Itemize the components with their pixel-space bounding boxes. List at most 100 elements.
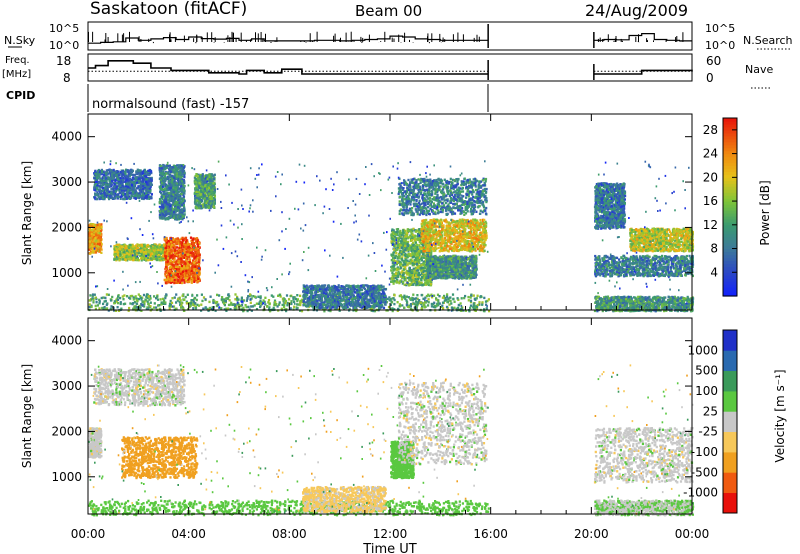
heatmap-cell-r6 (409, 303, 413, 306)
freq-ytick-bottom: 8 (63, 71, 71, 85)
heatmap-cell-r2 (193, 276, 196, 280)
heatmap-cell-r3 (149, 191, 152, 194)
heatmap-cell-r1 (136, 254, 139, 257)
heatmap-cell-r2 (181, 278, 184, 281)
heatmap-cell-r3 (134, 194, 137, 197)
heatmap-cell-r4 (175, 186, 178, 189)
heatmap-cell-r2 (181, 254, 184, 257)
heatmap-cell-r1 (123, 253, 126, 257)
heatmap-cell-r1 (157, 248, 160, 252)
heatmap-cell-r3 (138, 194, 141, 197)
heatmap-cell-r2 (173, 266, 176, 269)
heatmap-cell-r3 (145, 182, 149, 186)
heatmap-cell-r1 (142, 257, 145, 260)
heatmap-cell-r6 (149, 297, 152, 300)
heatmap-cell-r1 (123, 249, 126, 252)
heatmap-cell-r4 (160, 172, 163, 175)
heatmap-cell-r3 (134, 182, 137, 185)
heatmap-cell-r6 (201, 299, 204, 303)
heatmap-cell-r3 (125, 183, 128, 186)
heatmap-cell-r1 (122, 255, 125, 258)
heatmap-cell-r3 (112, 168, 115, 172)
heatmap-cell-r2 (179, 274, 182, 277)
heatmap-cell-r3 (101, 183, 104, 186)
heatmap-cell-r3 (137, 185, 140, 188)
heatmap-cell-r6 (247, 305, 250, 309)
heatmap-cell-r2 (185, 258, 188, 261)
heatmap-cell-r3 (97, 171, 100, 175)
heatmap-cell-r2 (175, 271, 178, 275)
heatmap-cell-r3 (136, 168, 139, 171)
heatmap-cell-r1 (140, 255, 144, 259)
heatmap-cell-r0 (89, 246, 92, 250)
heatmap-cell-r2 (181, 236, 184, 240)
heatmap-cell-r5 (210, 193, 213, 196)
heatmap-cell-r3 (102, 173, 105, 177)
heatmap-cell-r3 (113, 171, 116, 175)
heatmap-cell-r2 (180, 259, 183, 262)
heatmap-cell-r1 (128, 253, 131, 256)
heatmap-cell-r3 (149, 183, 152, 186)
heatmap-cell-r3 (119, 185, 122, 188)
heatmap-cell-r3 (131, 184, 134, 187)
heatmap-cell-r3 (135, 179, 138, 182)
heatmap-cell-r4 (178, 204, 182, 208)
heatmap-cell-r3 (97, 194, 100, 198)
heatmap-cell-r3 (131, 191, 135, 194)
heatmap-cell-r3 (144, 170, 147, 173)
heatmap-cell-r3 (111, 180, 114, 183)
heatmap-cell-r5 (213, 177, 216, 180)
heatmap-cell-r2 (193, 280, 196, 283)
heatmap-cell-r3 (146, 187, 149, 191)
heatmap-cell-r0 (100, 225, 103, 229)
heatmap-cell-r0 (89, 250, 93, 253)
heatmap-cell-r2 (188, 254, 191, 257)
heatmap-cell-r5 (194, 187, 197, 190)
heatmap-cell-r2 (187, 261, 191, 264)
heatmap-cell-r4 (172, 176, 176, 179)
heatmap-cell-r3 (133, 173, 136, 177)
heatmap-cell-r6 (433, 294, 436, 297)
heatmap-cell-r3 (95, 179, 98, 182)
heatmap-cell-r2 (184, 241, 187, 244)
heatmap-cell-r2 (164, 281, 167, 285)
heatmap-cell-r6 (267, 301, 270, 304)
heatmap-cell-r0 (97, 226, 100, 229)
heatmap-cell-r3 (146, 197, 149, 200)
heatmap-cell-r2 (169, 259, 172, 262)
heatmap-cell-r3 (145, 178, 148, 181)
heatmap-cell-r0 (94, 227, 97, 231)
heatmap-cell-r3 (104, 177, 107, 180)
heatmap-cell-r2 (188, 278, 191, 282)
heatmap-cell-r3 (133, 192, 136, 195)
heatmap-cell-r0 (92, 228, 95, 231)
heatmap-cell-r0 (96, 232, 99, 235)
heatmap-cell-r3 (126, 191, 129, 194)
heatmap-cell-r1 (125, 245, 128, 248)
heatmap-cell-r1 (121, 249, 125, 252)
heatmap-cell-r1 (115, 250, 118, 253)
heatmap-cell-r0 (88, 240, 91, 243)
heatmap-cell-r3 (150, 176, 153, 180)
heatmap-cell-r1 (155, 254, 158, 257)
heatmap-cell-r1 (118, 244, 121, 248)
freq-ytick-top: 18 (56, 54, 71, 68)
heatmap-cell-r0 (96, 249, 99, 252)
heatmap-cell-r6 (405, 295, 408, 298)
heatmap-cell-r3 (94, 170, 97, 173)
heatmap-cell-r2 (166, 276, 169, 279)
heatmap-cell-r2 (191, 238, 194, 242)
heatmap-cell-r2 (198, 273, 201, 276)
heatmap-cell-r2 (179, 255, 182, 258)
heatmap-cell-r3 (127, 188, 130, 191)
heatmap-cell-r4 (175, 174, 179, 178)
heatmap-cell-r2 (170, 252, 173, 255)
heatmap-cell-r2 (163, 278, 166, 282)
heatmap-cell-r2 (182, 279, 185, 282)
heatmap-cell-r0 (95, 239, 98, 242)
heatmap-cell-r2 (186, 243, 189, 246)
heatmap-cell-r3 (134, 180, 137, 184)
heatmap-cell-r2 (170, 280, 173, 284)
heatmap-cell-r0 (89, 230, 92, 233)
heatmap-cell-r6 (194, 296, 197, 300)
